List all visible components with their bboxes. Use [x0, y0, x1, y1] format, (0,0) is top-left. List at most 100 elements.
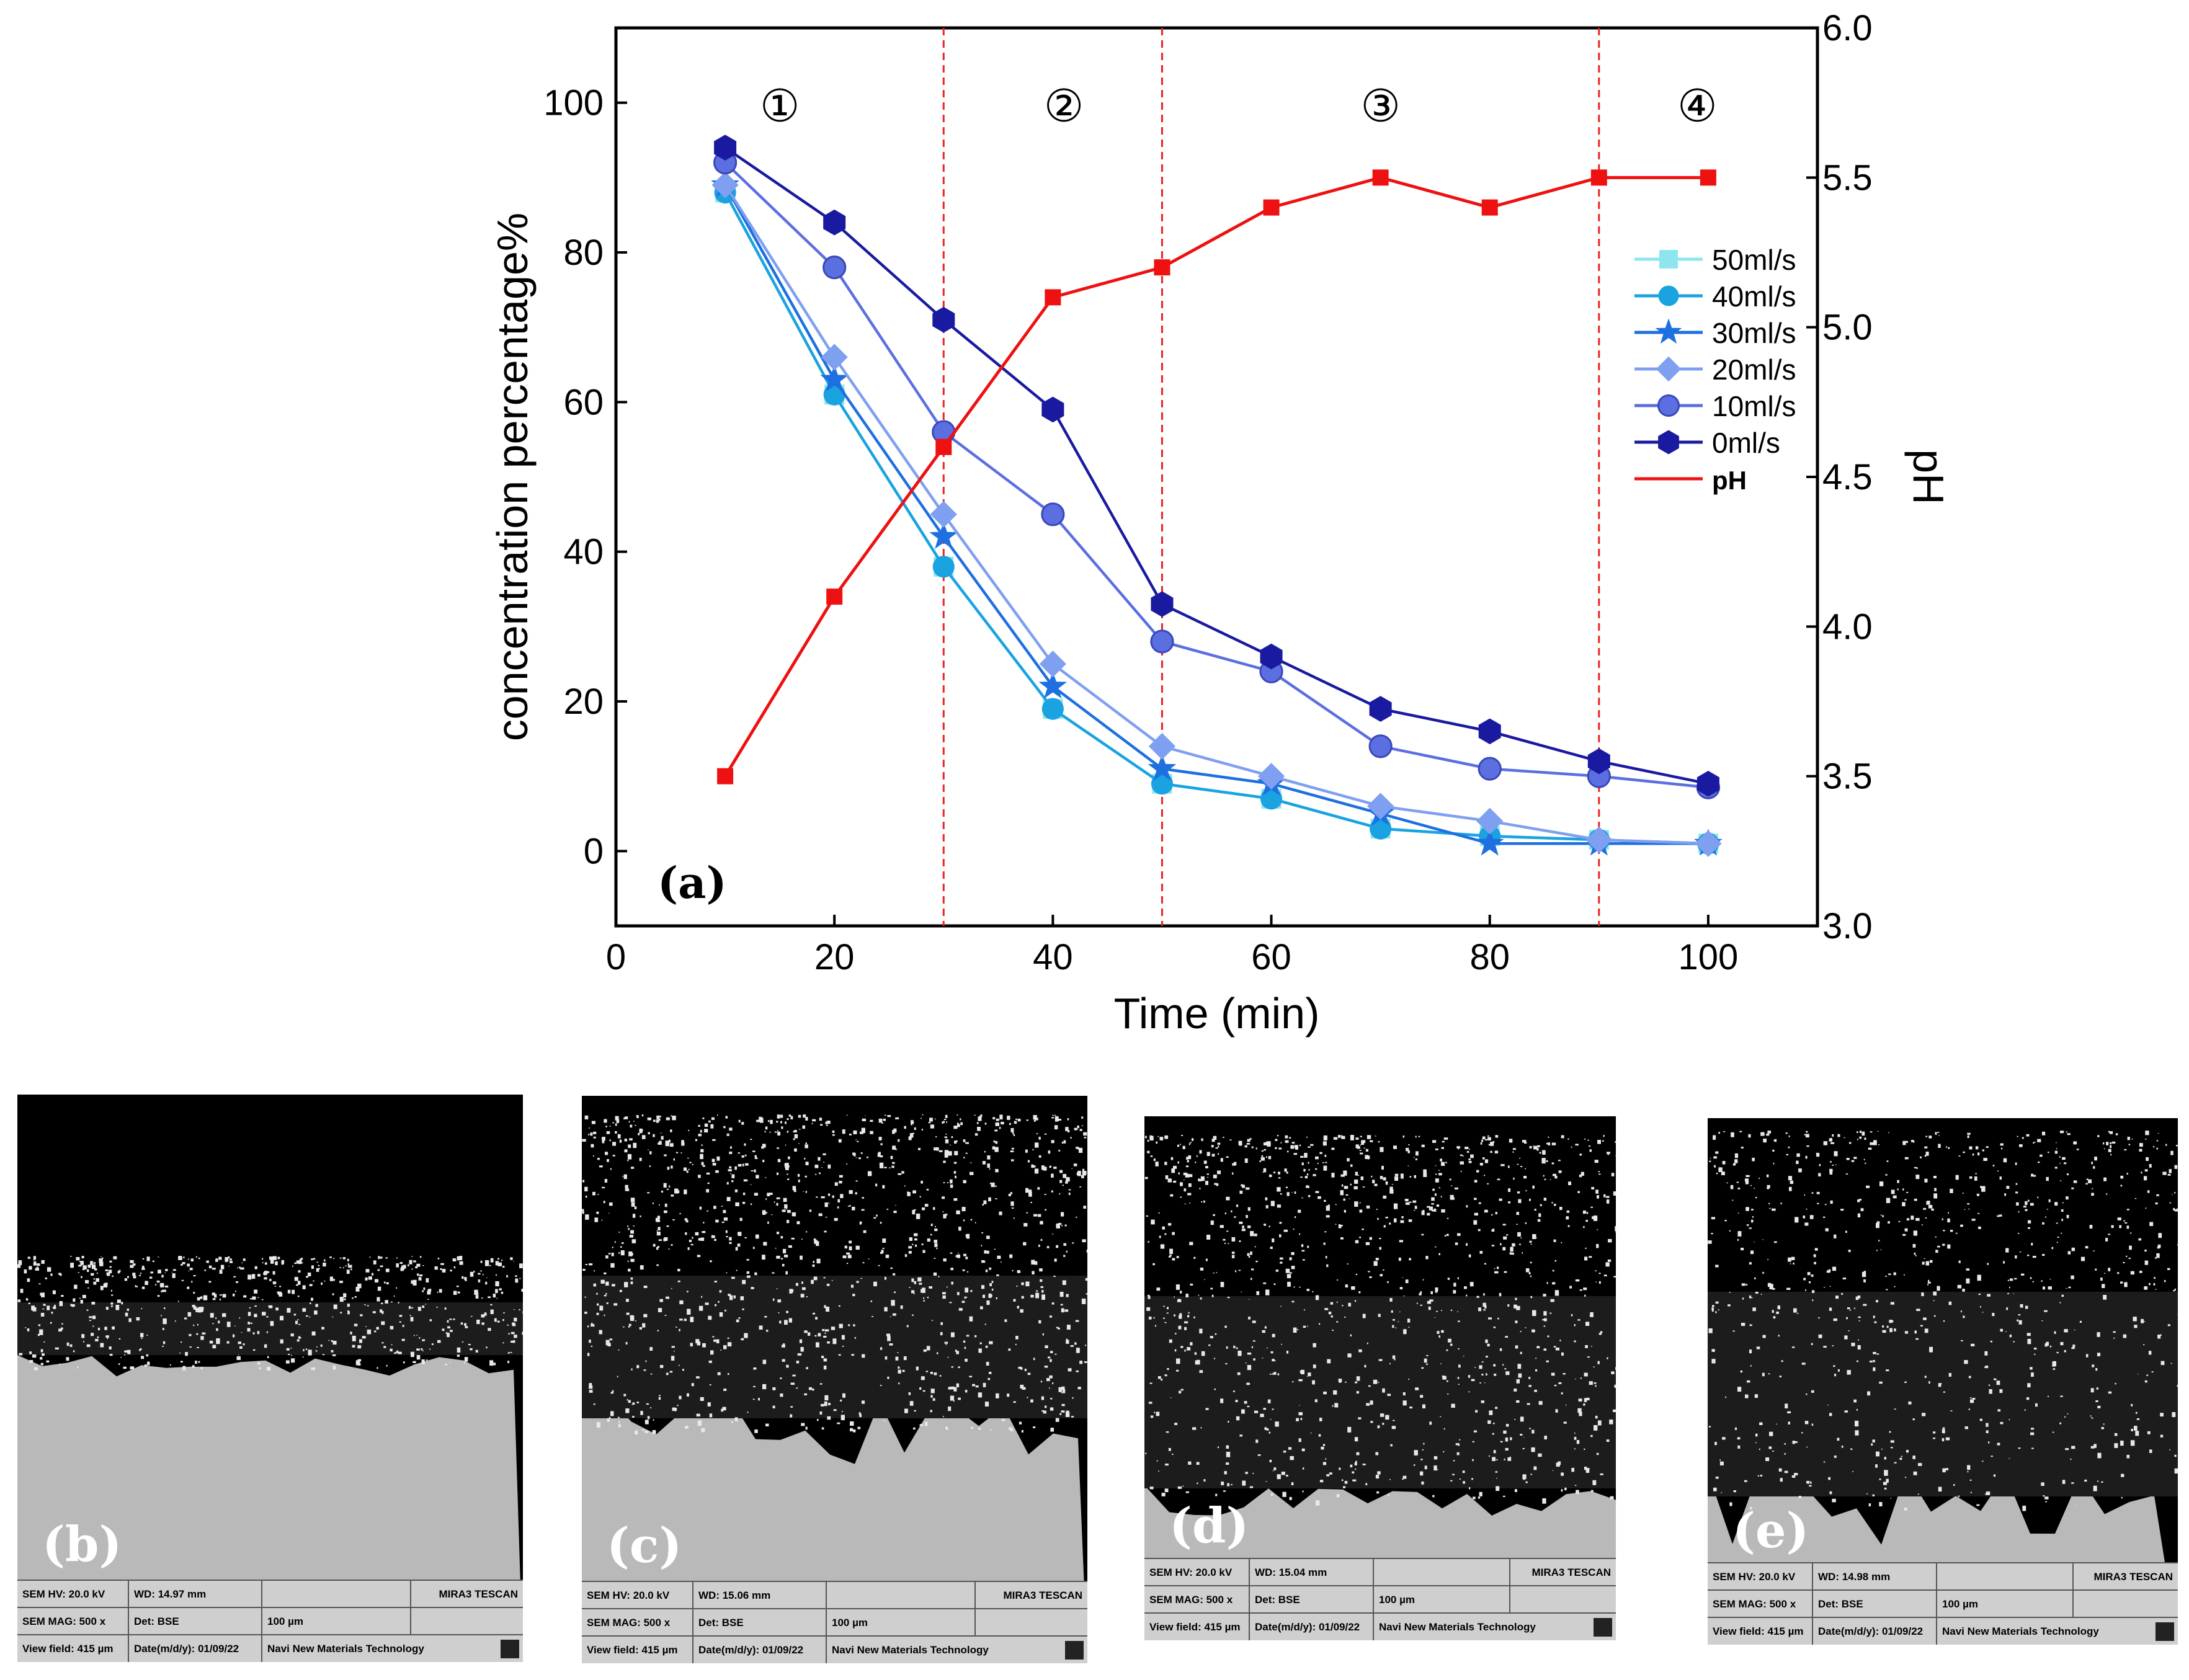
data-point-0mls [823, 209, 846, 236]
sem-hv: SEM HV: 20.0 kV [17, 1581, 129, 1608]
data-point-ph [1481, 199, 1498, 216]
y-tick-label: 40 [563, 532, 604, 572]
substrate-region [1708, 1472, 2165, 1562]
data-point-ph [1045, 289, 1061, 306]
sem-scale-ruler [262, 1581, 411, 1608]
sem-micrograph-image [17, 1256, 523, 1580]
tescan-logo-icon [1594, 1618, 1612, 1637]
concentration-ph-chart: 0 20 40 60 80 100 0 20 40 60 80 100 3.0 3.5 4.0 4.5 5.0 5… [488, 8, 1953, 1038]
y2-tick-label: 4.5 [1822, 457, 1873, 497]
sem-brand: MIRA3 TESCAN [2093, 1571, 2173, 1583]
sem-hv: SEM HV: 20.0 kV [582, 1582, 693, 1609]
data-point-0mls [1587, 748, 1610, 775]
data-point-0mls [714, 135, 737, 161]
x-tick-label: 40 [1033, 937, 1073, 977]
sem-mag: SEM MAG: 500 x [1708, 1591, 1813, 1618]
sem-panel-e: (e) SEM HV: 20.0 kV WD: 14.98 mm MIRA3 T… [1708, 1118, 2178, 1645]
panel-label-a: (a) [658, 857, 727, 909]
precipitate-crystals [582, 1114, 1087, 1435]
data-point-40mls [1370, 817, 1392, 840]
y2-tick-label: 4.0 [1822, 607, 1873, 647]
sem-field: View field: 415 µm [1144, 1614, 1250, 1640]
legend-marker-10mls [1657, 394, 1680, 417]
data-point-20mls [1039, 651, 1066, 678]
data-point-30mls [929, 522, 958, 549]
data-point-ph [826, 589, 843, 605]
sem-metadata-bar: SEM HV: 20.0 kV WD: 14.98 mm MIRA3 TESCA… [1708, 1562, 2178, 1645]
stage-label: ④ [1677, 80, 1718, 132]
x-tick-label: 20 [814, 937, 855, 977]
data-point-20mls [1367, 793, 1394, 820]
y-tick-label: 60 [563, 382, 604, 422]
legend-marker-30mls [1655, 318, 1682, 344]
data-point-0mls [1478, 718, 1501, 745]
scale-layer [1708, 1292, 2178, 1496]
sem-micrograph-image [1144, 1135, 1616, 1558]
legend-label-40mls: 40ml/s [1712, 280, 1796, 313]
tescan-logo-icon [501, 1640, 519, 1658]
series-line-10mls [724, 161, 1709, 789]
y2-tick-label: 5.0 [1822, 308, 1873, 348]
sem-mag: SEM MAG: 500 x [1144, 1586, 1250, 1614]
x-tick-label: 80 [1469, 937, 1510, 977]
x-tick-label: 100 [1679, 937, 1739, 977]
data-point-10mls [1150, 629, 1174, 654]
y2-tick-label: 6.0 [1822, 8, 1873, 48]
data-point-30mls [820, 365, 849, 392]
scale-layer [1144, 1296, 1616, 1488]
sem-date: Date(m/d/y): 01/09/22 [129, 1635, 262, 1662]
substrate-region [1144, 1485, 1616, 1558]
data-point-10mls [1041, 502, 1065, 527]
x-tick-label: 0 [606, 937, 626, 977]
y-tick-label: 80 [563, 233, 604, 273]
sem-scale-ruler [1374, 1559, 1510, 1586]
series-line-20mls [724, 184, 1708, 845]
sem-org: Navi New Materials Technology [267, 1643, 424, 1655]
sem-brand: MIRA3 TESCAN [1003, 1589, 1082, 1601]
data-point-ph [1700, 169, 1716, 186]
precipitate-crystals [1708, 1131, 2178, 1511]
y2-tick-label: 3.5 [1822, 757, 1873, 797]
data-point-30mls [1475, 829, 1504, 856]
sem-det: Det: BSE [1250, 1586, 1374, 1614]
sem-scale: 100 µm [1374, 1586, 1510, 1614]
data-point-0mls [932, 306, 955, 333]
sem-scale: 100 µm [1937, 1591, 2074, 1618]
scale-layer [582, 1276, 1087, 1418]
data-point-0mls [1041, 396, 1064, 423]
y-tick-label: 0 [584, 831, 604, 871]
legend-label-20mls: 20ml/s [1712, 353, 1796, 386]
substrate-region [582, 1393, 1084, 1581]
sem-hv: SEM HV: 20.0 kV [1708, 1563, 1813, 1591]
stage-label: ① [760, 80, 800, 132]
tescan-logo-icon [2156, 1622, 2174, 1641]
data-point-20mls [1148, 732, 1176, 760]
sem-det: Det: BSE [129, 1608, 262, 1635]
data-point-0mls [1369, 696, 1392, 722]
sem-scale-ruler [1937, 1563, 2074, 1591]
data-point-10mls [823, 256, 847, 280]
data-point-0mls [1260, 643, 1283, 670]
sem-field: View field: 415 µm [1708, 1618, 1813, 1645]
sem-det: Det: BSE [693, 1609, 827, 1637]
data-point-ph [1154, 259, 1170, 276]
sem-date: Date(m/d/y): 01/09/22 [1250, 1614, 1374, 1640]
sem-wd: WD: 14.97 mm [129, 1581, 262, 1608]
data-point-ph [935, 438, 952, 455]
scale-layer [17, 1302, 523, 1355]
sem-brand: MIRA3 TESCAN [1531, 1567, 1611, 1578]
data-point-20mls [711, 171, 739, 198]
y-tick-label: 100 [543, 83, 604, 123]
stage-label: ③ [1360, 80, 1401, 132]
legend-label-30mls: 30ml/s [1712, 317, 1796, 349]
sem-field: View field: 415 µm [582, 1637, 693, 1663]
sem-panel-b: (b) SEM HV: 20.0 kV WD: 14.97 mm MIRA3 T… [17, 1095, 523, 1662]
data-point-20mls [930, 500, 957, 528]
sem-hv: SEM HV: 20.0 kV [1144, 1559, 1250, 1586]
sem-date: Date(m/d/y): 01/09/22 [1813, 1618, 1937, 1645]
data-point-10mls [1368, 734, 1393, 758]
sem-wd: WD: 14.98 mm [1813, 1563, 1937, 1591]
data-point-40mls [823, 383, 845, 406]
sem-org: Navi New Materials Technology [1942, 1625, 2099, 1637]
data-point-ph [1372, 169, 1389, 186]
